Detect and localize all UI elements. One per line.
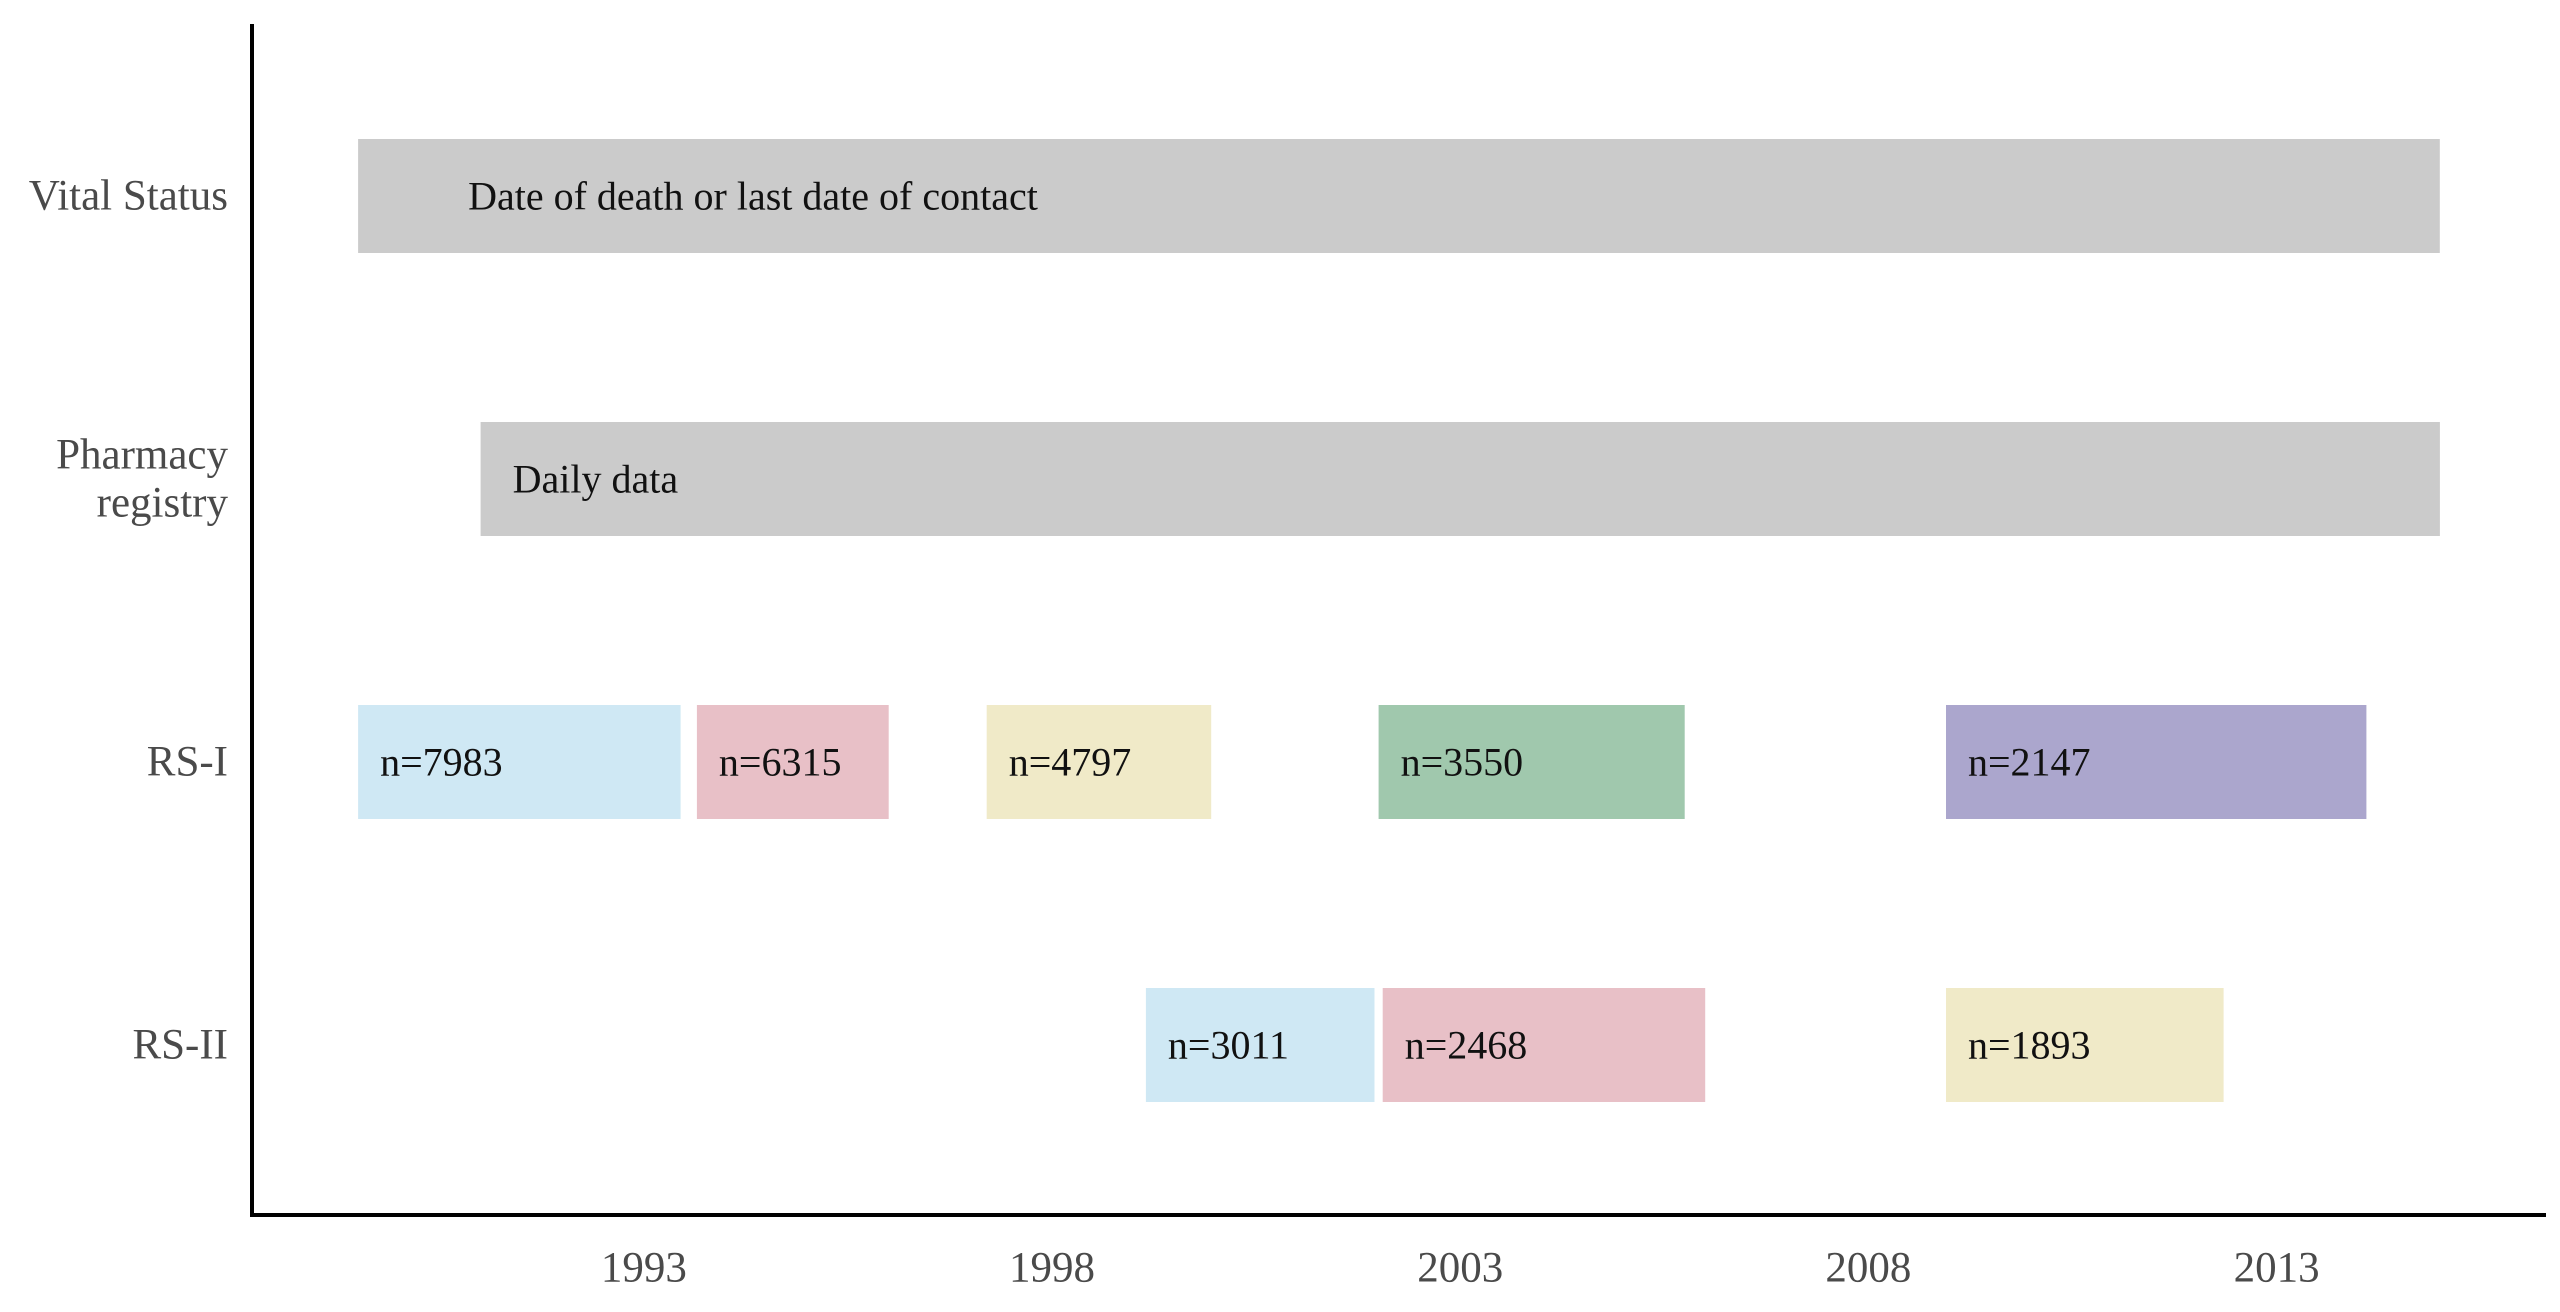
row-label-rs-ii: RS-II [132,1022,228,1069]
row-label-pharmacy-registry-line-2: registry [97,480,229,527]
bar-label-rs-ii-8: n=2468 [1405,1023,1528,1068]
bar-label-rs-i-3: n=6315 [719,740,842,785]
bar-rs-ii-9 [1946,988,2224,1102]
bar-label-pharmacy-registry-1: Daily data [513,457,679,502]
bar-rs-i-4 [986,705,1212,819]
bar-vital-status-0 [358,139,2440,253]
tick-labels-layer: 1993 1998 2003 2008 2013 [601,1245,2320,1292]
bar-rs-ii-7 [1145,988,1375,1102]
bar-rs-i-5 [1378,705,1685,819]
bar-label-rs-i-2: n=7983 [380,740,503,785]
x-tick-label-2013: 2013 [2234,1245,2320,1292]
x-tick-label-1998: 1998 [1009,1245,1095,1292]
bar-pharmacy-registry-1 [480,422,2440,536]
x-tick-label-2008: 2008 [1825,1245,1911,1292]
bars-layer [358,139,2440,1102]
bar-label-rs-i-5: n=3550 [1401,740,1524,785]
bar-label-rs-ii-7: n=3011 [1168,1023,1289,1068]
x-tick-label-1993: 1993 [601,1245,687,1292]
bar-rs-ii-8 [1382,988,1706,1102]
bar-label-rs-i-4: n=4797 [1009,740,1132,785]
bar-rs-i-6 [1946,705,2367,819]
row-label-rs-i: RS-I [147,739,228,786]
x-tick-label-2003: 2003 [1417,1245,1503,1292]
bar-rs-i-2 [358,705,681,819]
bar-label-vital-status-0: Date of death or last date of contact [468,174,1038,219]
bar-label-rs-i-6: n=2147 [1968,740,2091,785]
bar-rs-i-3 [696,705,889,819]
row-label-pharmacy-registry-line-1: Pharmacy [56,432,228,479]
bar-label-rs-ii-9: n=1893 [1968,1023,2091,1068]
row-label-vital-status: Vital Status [29,173,228,220]
bar-labels-layer: Date of death or last date of contact Dai… [380,174,2090,1068]
